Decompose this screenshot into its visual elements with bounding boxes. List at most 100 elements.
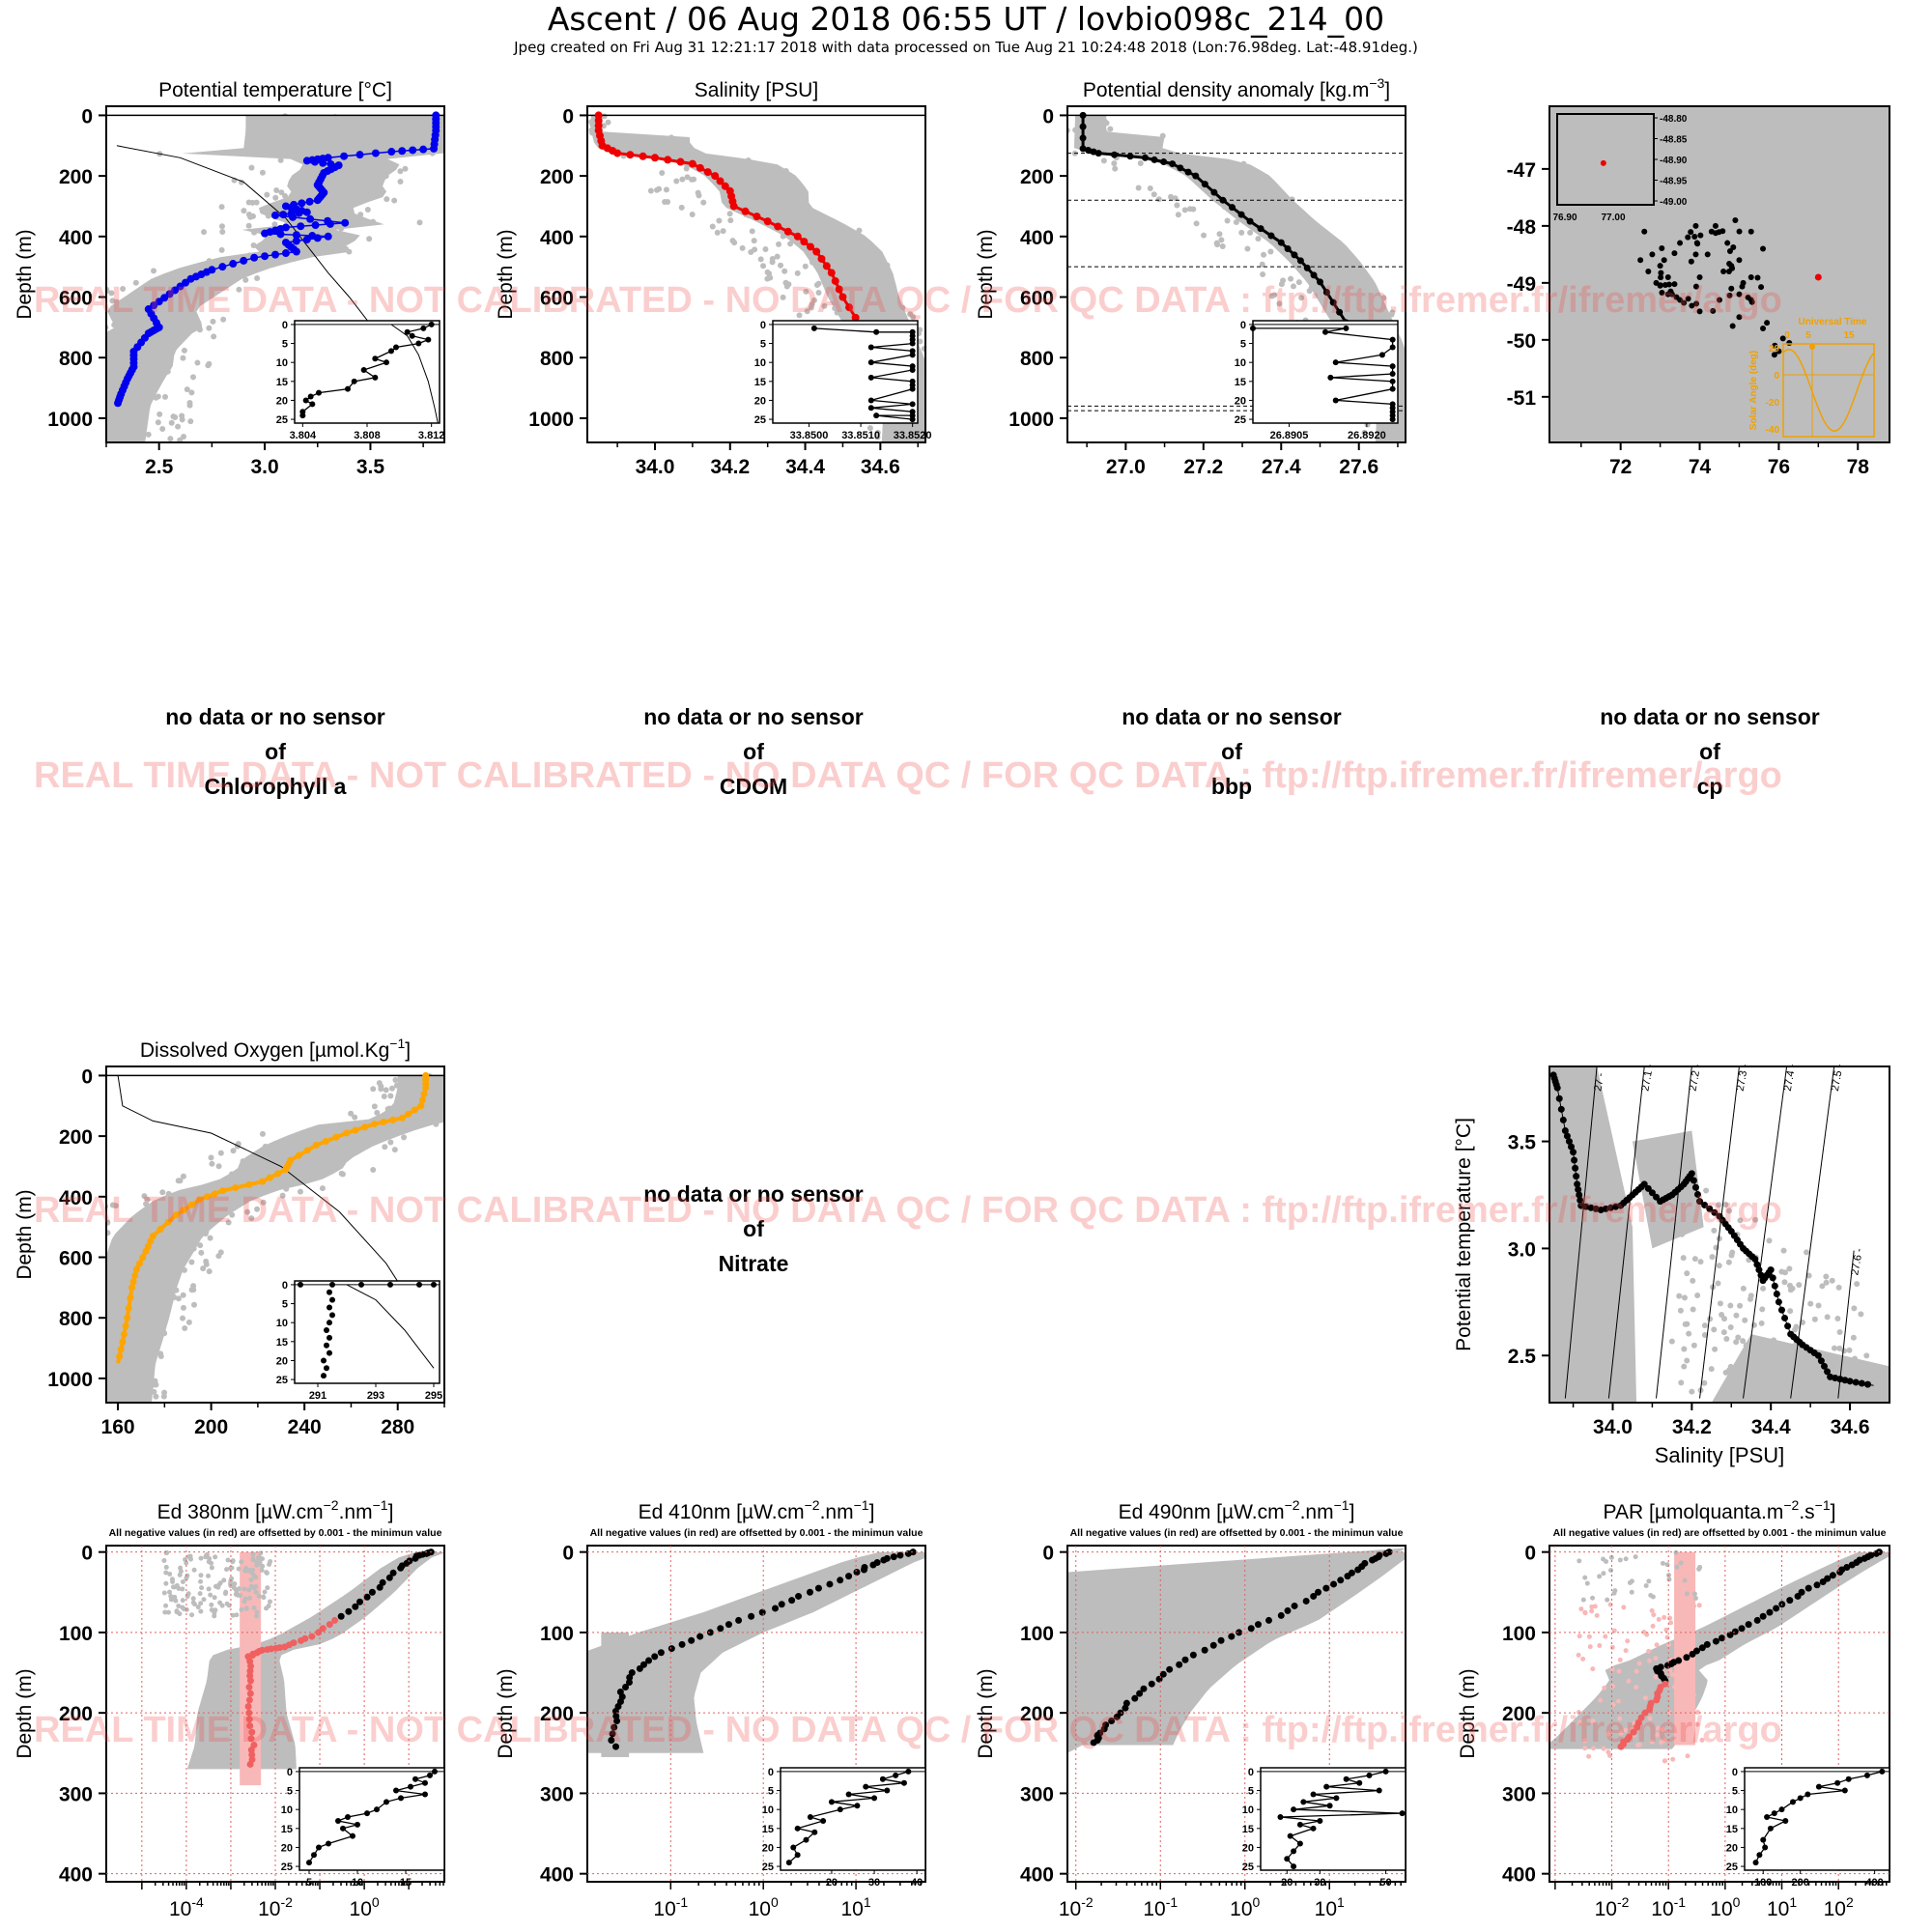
temperature-point (229, 260, 238, 269)
history-point (1716, 1263, 1722, 1269)
history-point (1276, 300, 1283, 307)
history-point (242, 276, 249, 283)
history-point (1765, 1386, 1772, 1393)
data-point (248, 1728, 256, 1736)
history-point (157, 362, 164, 369)
x-tick-label: 10-1 (653, 1894, 688, 1920)
y-tick-label: 600 (540, 288, 574, 310)
inset-point (909, 340, 916, 347)
inset-point (309, 401, 316, 408)
inset-point (828, 1799, 835, 1805)
salinity-point (676, 157, 685, 166)
history-point (253, 1589, 259, 1595)
history-point (1679, 1231, 1686, 1237)
oxygen-point (116, 1352, 124, 1360)
history-point (99, 1254, 105, 1260)
history-point (1594, 1612, 1600, 1618)
inset-point (388, 348, 394, 355)
history-point (1660, 1560, 1665, 1566)
history-point (365, 1142, 372, 1149)
title-part: Ed 380nm [ (157, 1501, 262, 1523)
data-point (1369, 1556, 1377, 1564)
history-point (140, 1267, 147, 1274)
history-point (1796, 1282, 1803, 1289)
history-point (874, 429, 881, 436)
oxygen-point (172, 1211, 180, 1219)
trajectory-point (1692, 251, 1699, 258)
history-point (1665, 1642, 1671, 1648)
history-point (1726, 1208, 1733, 1214)
inset-point (837, 1806, 843, 1813)
history-point (1831, 1345, 1837, 1351)
history-point (1423, 380, 1429, 385)
temperature-point (250, 253, 259, 262)
history-point (689, 211, 696, 217)
history-point (1586, 1753, 1592, 1759)
history-point (143, 352, 150, 358)
data-point (345, 1607, 353, 1615)
history-point (803, 288, 810, 295)
ts-point (1576, 1191, 1583, 1199)
temperature-point (326, 219, 334, 228)
history-point (177, 1178, 184, 1184)
density-point (1079, 145, 1087, 153)
sun-inset-y-label: 20 (1769, 344, 1780, 355)
history-point (529, 125, 535, 130)
history-point (108, 290, 115, 297)
history-point (811, 223, 818, 230)
temperature-point (341, 218, 350, 227)
temperature-point (281, 249, 290, 258)
oxygen-point (295, 1151, 302, 1159)
history-point (412, 1080, 418, 1087)
history-point (1844, 1371, 1851, 1378)
tick-exp: -1 (1166, 1894, 1179, 1910)
history-point (751, 238, 757, 244)
no-data-of: of (743, 1216, 764, 1241)
history-point (673, 178, 680, 185)
history-point (1666, 1577, 1672, 1582)
history-point (145, 431, 152, 438)
location-inset-y-label: -49.00 (1660, 197, 1688, 208)
history-point (224, 1567, 230, 1573)
oxygen-point (322, 1138, 329, 1146)
history-point (1603, 1634, 1608, 1639)
ts-point (1573, 1173, 1580, 1180)
history-point (262, 1589, 268, 1595)
history-point (929, 409, 935, 414)
inset-y-label: 15 (281, 1824, 293, 1835)
inset-x-label: 20 (1281, 1877, 1293, 1889)
history-cloud (1549, 1548, 1889, 1764)
oxygen-point (405, 1110, 412, 1118)
history-point (165, 316, 172, 323)
history-point (352, 1114, 358, 1121)
history-point (265, 242, 271, 248)
x-tick-label: 78 (1847, 456, 1870, 478)
inset-point (404, 328, 411, 335)
y-tick-label: 200 (59, 1703, 93, 1725)
title-part: ] (1350, 1501, 1355, 1523)
history-cloud (1067, 1548, 1406, 1753)
inset-point (1389, 416, 1396, 423)
history-point (1060, 116, 1065, 122)
history-point (199, 1585, 205, 1591)
history-point (71, 1278, 77, 1284)
inset-point (355, 1821, 360, 1828)
history-point (910, 314, 917, 321)
history-point (856, 255, 863, 262)
trajectory-point (1771, 352, 1777, 358)
data-point (1726, 1631, 1734, 1638)
ts-point (1706, 1205, 1714, 1212)
inset-y-label: 10 (1726, 1804, 1738, 1816)
history-point (1690, 1342, 1697, 1349)
y-tick-label: 100 (1502, 1623, 1536, 1645)
oxygen-point (135, 1260, 143, 1267)
history-point (1800, 1421, 1805, 1427)
data-point (1247, 1625, 1255, 1633)
title-part: µ (315, 1039, 327, 1062)
history-point (1601, 1746, 1606, 1751)
history-point (1676, 1617, 1682, 1623)
oxygen-point (120, 1330, 128, 1338)
data-point (1322, 1584, 1330, 1592)
history-point (255, 1555, 261, 1561)
tick-base: 10 (350, 1898, 372, 1920)
